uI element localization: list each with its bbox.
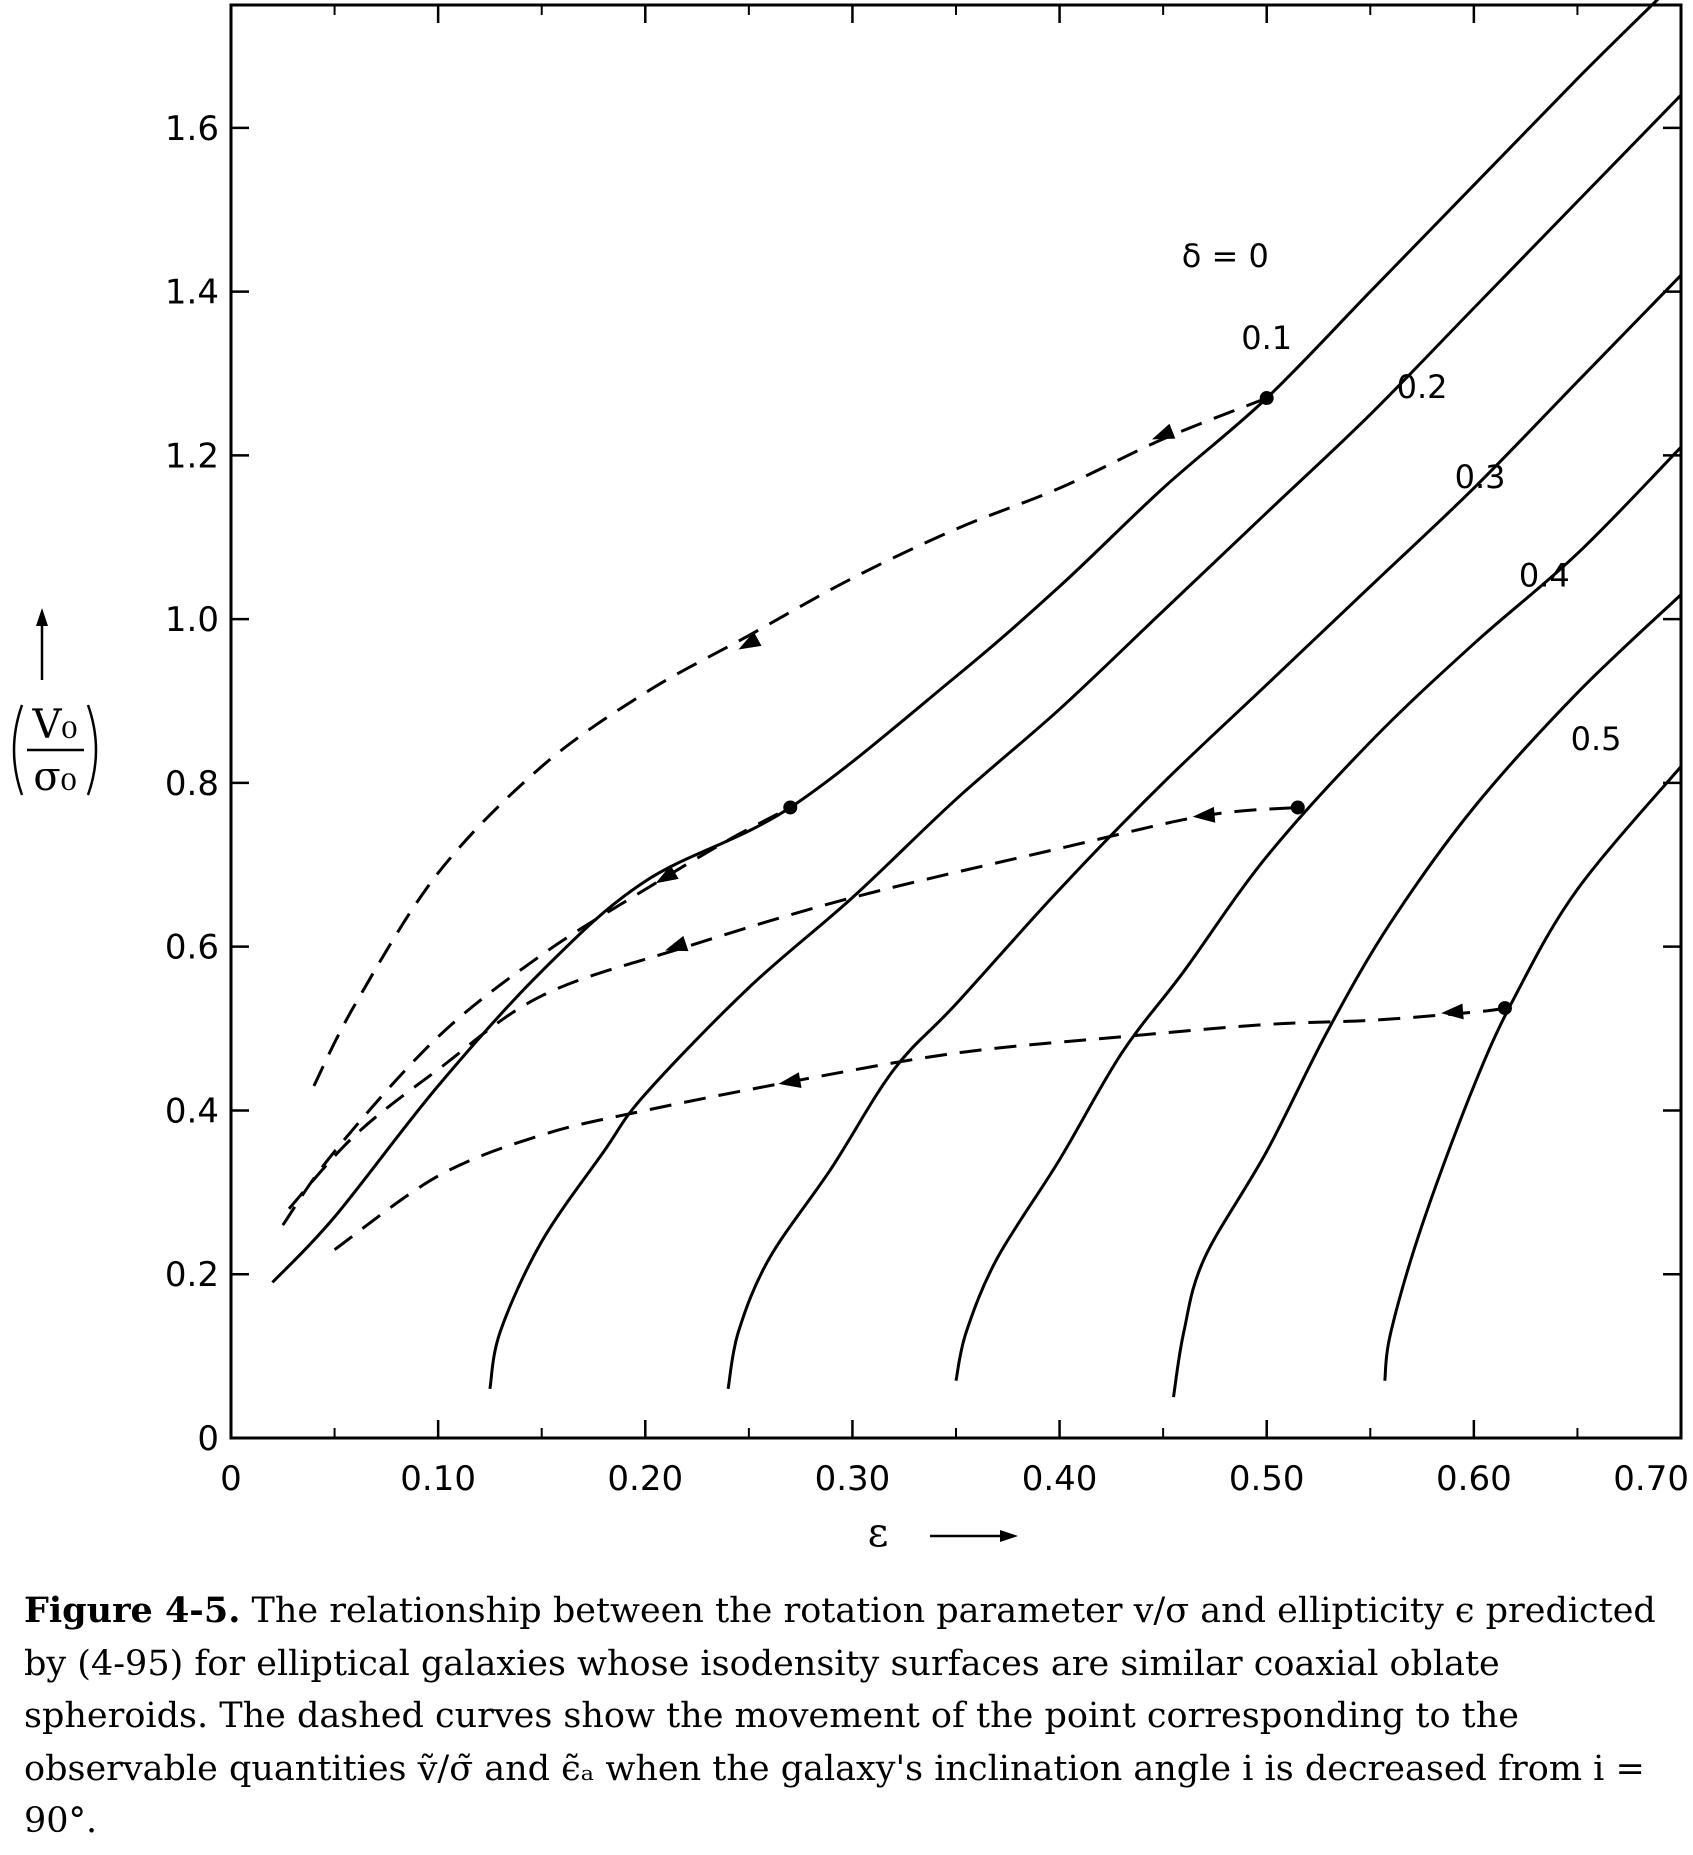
y-tick-label-0-2: 0.2 xyxy=(165,1255,219,1295)
curve-delta-0-1 xyxy=(488,94,1683,1390)
y-axis-label-left-paren xyxy=(12,704,24,796)
y-axis-label-right-paren xyxy=(86,704,98,796)
y-tick-label-0-4: 0.4 xyxy=(165,1091,219,1131)
y-tick-label-1-0: 1.0 xyxy=(165,600,219,640)
curve-label-delta-0-3: 0.3 xyxy=(1455,458,1506,496)
x-tick-label-0-50: 0.50 xyxy=(1229,1459,1305,1499)
x-tick-label-0-70: 0.70 xyxy=(1613,1459,1689,1499)
y-axis-label-numerator: V₀ xyxy=(32,702,78,748)
x-tick-label-0-30: 0.30 xyxy=(815,1459,891,1499)
plot-frame xyxy=(229,3,1683,1440)
dashed-curve-1-arrow-1 xyxy=(1151,423,1176,440)
y-tick-label-0: 0 xyxy=(197,1419,219,1459)
caption-text: The relationship between the rotation pa… xyxy=(24,1591,1656,1841)
dashed-curve-2-arrow-1 xyxy=(655,865,679,884)
dashed-curve-3-arrow-2 xyxy=(665,935,689,952)
dashed-curve-1-start-dot xyxy=(1259,391,1274,406)
curve-label-delta-0-2: 0.2 xyxy=(1397,368,1448,406)
curve-label-delta-0-4: 0.4 xyxy=(1519,556,1570,594)
dashed-curve-3-arrow-1 xyxy=(1192,806,1216,823)
x-tick-label-0: 0 xyxy=(220,1459,242,1499)
dashed-curve-4-arrow-2 xyxy=(778,1072,802,1088)
x-tick-label-0-20: 0.20 xyxy=(607,1459,683,1499)
x-axis-arrow-icon xyxy=(930,1530,1018,1542)
axis-ticks xyxy=(229,5,1683,1440)
curve-delta-0-5 xyxy=(1383,765,1683,1381)
curve-delta-0-2 xyxy=(726,274,1683,1390)
dashed-curve-4-arrow-1 xyxy=(1441,1003,1464,1020)
curve-label-delta-0-1: 0.1 xyxy=(1241,319,1292,357)
y-tick-label-1-6: 1.6 xyxy=(165,109,219,149)
y-tick-label-1-4: 1.4 xyxy=(165,273,219,313)
curve-delta-0 xyxy=(271,0,1660,1284)
dashed-curve-1-arrow-2 xyxy=(738,631,762,650)
figure-caption: Figure 4-5. The relationship between the… xyxy=(24,1585,1674,1848)
tick-labels: 0 0.10 0.20 0.30 0.40 0.50 0.60 0.70 0 0.2 0.4 0.6 0… xyxy=(165,109,1689,1499)
dashed-curve-3 xyxy=(287,806,1298,1210)
dashed-curve-4 xyxy=(333,1006,1506,1251)
chart: δ = 00.10.20.30.40.5 0 0.10 0.20 0.30 0.40 0.… xyxy=(12,0,1689,1556)
inclination-curves xyxy=(281,391,1512,1251)
figure-number: Figure 4-5. xyxy=(24,1590,241,1631)
y-tick-label-1-2: 1.2 xyxy=(165,436,219,476)
curve-delta-0-4 xyxy=(1172,593,1683,1398)
dashed-curve-1 xyxy=(312,396,1268,1087)
curve-label-delta-0: δ = 0 xyxy=(1182,237,1269,275)
x-tick-label-0-60: 0.60 xyxy=(1436,1459,1512,1499)
curve-labels: δ = 0 0.1 0.2 0.3 0.4 0.5 xyxy=(1182,237,1622,758)
dashed-curve-3-start-dot xyxy=(1290,800,1305,815)
dashed-curve-2 xyxy=(281,806,791,1226)
x-tick-label-0-40: 0.40 xyxy=(1022,1459,1098,1499)
curve-delta-0-3 xyxy=(954,446,1683,1382)
y-axis-label-denominator: σ₀ xyxy=(33,754,76,800)
x-tick-label-0-10: 0.10 xyxy=(400,1459,476,1499)
x-axis-label: ε xyxy=(868,1510,889,1556)
model-curves xyxy=(271,0,1683,1398)
dashed-curve-2-start-dot xyxy=(783,800,798,815)
y-axis-arrow-icon xyxy=(36,608,48,680)
curve-label-delta-0-5: 0.5 xyxy=(1571,720,1622,758)
dashed-curve-4-start-dot xyxy=(1497,1001,1512,1016)
y-tick-label-0-8: 0.8 xyxy=(165,764,219,804)
y-tick-label-0-6: 0.6 xyxy=(165,928,219,968)
